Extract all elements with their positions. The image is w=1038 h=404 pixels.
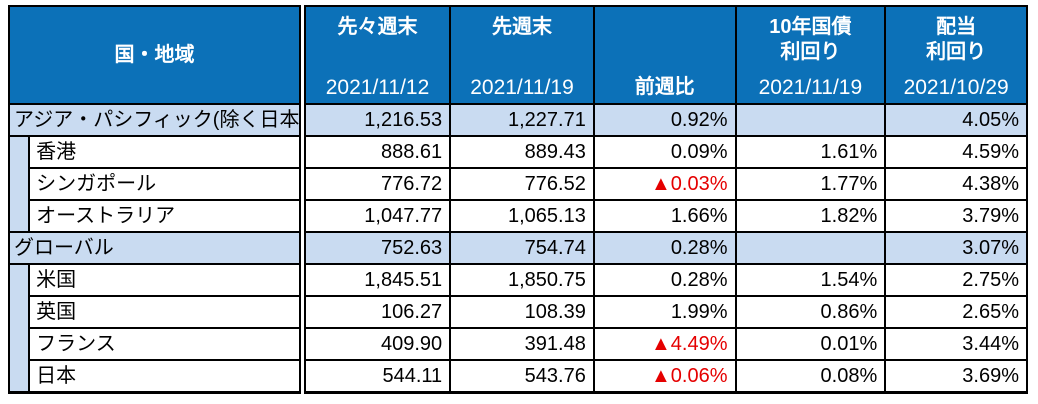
- region-header-label: 国・地域: [114, 43, 195, 66]
- wow-change-value: ▲0.06%: [592, 359, 737, 394]
- bond-yield-value: 0.01%: [734, 327, 887, 361]
- region-label: オーストラリア: [28, 199, 306, 233]
- last-week-value: 754.74: [449, 231, 595, 265]
- last-week-value: 108.39: [449, 295, 595, 329]
- prev-week-value: 409.90: [301, 327, 452, 361]
- header-row: 国・地域 先々週末 2021/11/12 先週末 2021/11/19 前週比: [7, 5, 1028, 105]
- col-header-wow-change: 前週比: [592, 5, 737, 105]
- dividend-yield-value: 3.69%: [884, 359, 1028, 394]
- dividend-yield-value: 3.07%: [884, 231, 1028, 265]
- region-label: 英国: [28, 295, 306, 329]
- market-index-table: 国・地域 先々週末 2021/11/12 先週末 2021/11/19 前週比: [7, 5, 1028, 394]
- table-row-global: グローバル 752.63 754.74 0.28% 3.07%: [7, 231, 1028, 265]
- last-week-value: 1,065.13: [449, 199, 595, 233]
- wow-change-value: 1.66%: [592, 199, 737, 233]
- prev-week-value: 1,047.77: [301, 199, 452, 233]
- prev-week-date: 2021/11/12: [325, 76, 430, 99]
- last-week-date: 2021/11/19: [470, 76, 574, 99]
- dividend-yield-value: 3.44%: [884, 327, 1028, 361]
- bond-yield-value: 1.54%: [734, 263, 887, 297]
- bond-yield-value: 1.61%: [734, 135, 887, 169]
- bond-yield-value: [734, 103, 887, 137]
- region-label: アジア・パシフィック(除く日本): [7, 103, 306, 137]
- wow-change-value: 0.92%: [592, 103, 737, 137]
- last-week-value: 391.48: [449, 327, 595, 361]
- dividend-yield-value: 2.65%: [884, 295, 1028, 329]
- table-row-france: フランス 409.90 391.48 ▲4.49% 0.01% 3.44%: [9, 327, 1028, 361]
- wow-change-value: 0.09%: [592, 135, 737, 169]
- last-week-value: 543.76: [449, 359, 595, 394]
- bond-yield-label: 10年国債 利回り: [769, 16, 852, 63]
- dividend-yield-label: 配当 利回り: [926, 16, 987, 63]
- wow-change-value: 1.99%: [592, 295, 737, 329]
- region-label: シンガポール: [28, 167, 306, 201]
- wow-change-value: ▲0.03%: [592, 167, 737, 201]
- col-header-region: 国・地域: [7, 5, 306, 105]
- group-indent-strip: [7, 263, 31, 394]
- dividend-yield-value: 2.75%: [884, 263, 1028, 297]
- bond-yield-value: 0.08%: [734, 359, 887, 394]
- region-label: 日本: [28, 359, 306, 394]
- wow-change-value: 0.28%: [592, 231, 737, 265]
- table-row-australia: オーストラリア 1,047.77 1,065.13 1.66% 1.82% 3.…: [9, 199, 1028, 233]
- last-week-value: 1,227.71: [449, 103, 595, 137]
- group-indent-strip: [7, 135, 31, 233]
- prev-week-value: 106.27: [301, 295, 452, 329]
- table-row-uk: 英国 106.27 108.39 1.99% 0.86% 2.65%: [9, 295, 1028, 329]
- bond-yield-date: 2021/11/19: [758, 76, 863, 99]
- dividend-yield-date: 2021/10/29: [903, 76, 1009, 99]
- dividend-yield-value: 4.38%: [884, 167, 1028, 201]
- last-week-value: 1,850.75: [449, 263, 595, 297]
- dividend-yield-value: 3.79%: [884, 199, 1028, 233]
- region-label: グローバル: [7, 231, 306, 265]
- dividend-yield-value: 4.05%: [884, 103, 1028, 137]
- table-row-japan: 日本 544.11 543.76 ▲0.06% 0.08% 3.69%: [9, 359, 1028, 394]
- last-week-value: 889.43: [449, 135, 595, 169]
- region-label: 米国: [28, 263, 306, 297]
- dividend-yield-value: 4.59%: [884, 135, 1028, 169]
- wow-change-label: 前週比: [634, 76, 695, 98]
- bond-yield-value: 1.82%: [734, 199, 887, 233]
- table-row-asia-pacific: アジア・パシフィック(除く日本) 1,216.53 1,227.71 0.92%…: [7, 103, 1028, 137]
- prev-week-value: 1,216.53: [301, 103, 452, 137]
- page: 国・地域 先々週末 2021/11/12 先週末 2021/11/19 前週比: [7, 5, 1028, 394]
- prev-week-value: 1,845.51: [301, 263, 452, 297]
- table-row-usa: 米国 1,845.51 1,850.75 0.28% 1.54% 2.75%: [7, 263, 1028, 394]
- bond-yield-value: 0.86%: [734, 295, 887, 329]
- bond-yield-value: [734, 231, 887, 265]
- last-week-value: 776.52: [449, 167, 595, 201]
- table-row-hong-kong: 香港 888.61 889.43 0.09% 1.61% 4.59%: [7, 135, 1028, 233]
- col-header-dividend-yield: 配当 利回り 2021/10/29: [884, 5, 1028, 105]
- wow-change-value: ▲4.49%: [592, 327, 737, 361]
- prev-week-value: 752.63: [301, 231, 452, 265]
- table-row-singapore: シンガポール 776.72 776.52 ▲0.03% 1.77% 4.38%: [9, 167, 1028, 201]
- prev-week-label: 先々週末: [337, 16, 418, 38]
- col-header-prev-week: 先々週末 2021/11/12: [301, 5, 452, 105]
- prev-week-value: 544.11: [301, 359, 452, 394]
- region-label: 香港: [28, 135, 306, 169]
- prev-week-value: 776.72: [301, 167, 452, 201]
- region-label: フランス: [28, 327, 306, 361]
- last-week-label: 先週末: [491, 16, 552, 38]
- wow-change-value: 0.28%: [592, 263, 737, 297]
- col-header-bond-yield: 10年国債 利回り 2021/11/19: [734, 5, 887, 105]
- col-header-last-week: 先週末 2021/11/19: [449, 5, 595, 105]
- bond-yield-value: 1.77%: [734, 167, 887, 201]
- prev-week-value: 888.61: [301, 135, 452, 169]
